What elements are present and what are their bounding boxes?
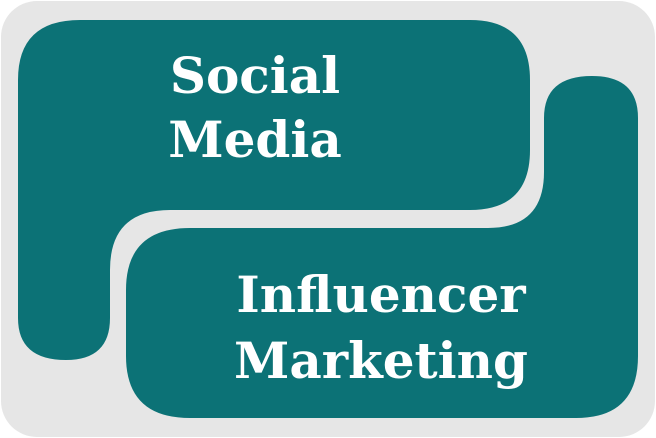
shape-influencer-marketing [126,76,638,418]
label-influencer-marketing: Influencer Marketing [216,262,546,394]
shape-social-media [18,20,530,360]
label-social-media: Social Media [140,44,370,172]
label-influencer: Influencer [236,265,526,324]
label-marketing: Marketing [234,331,528,390]
label-media: Media [168,110,342,169]
label-social: Social [169,46,341,105]
